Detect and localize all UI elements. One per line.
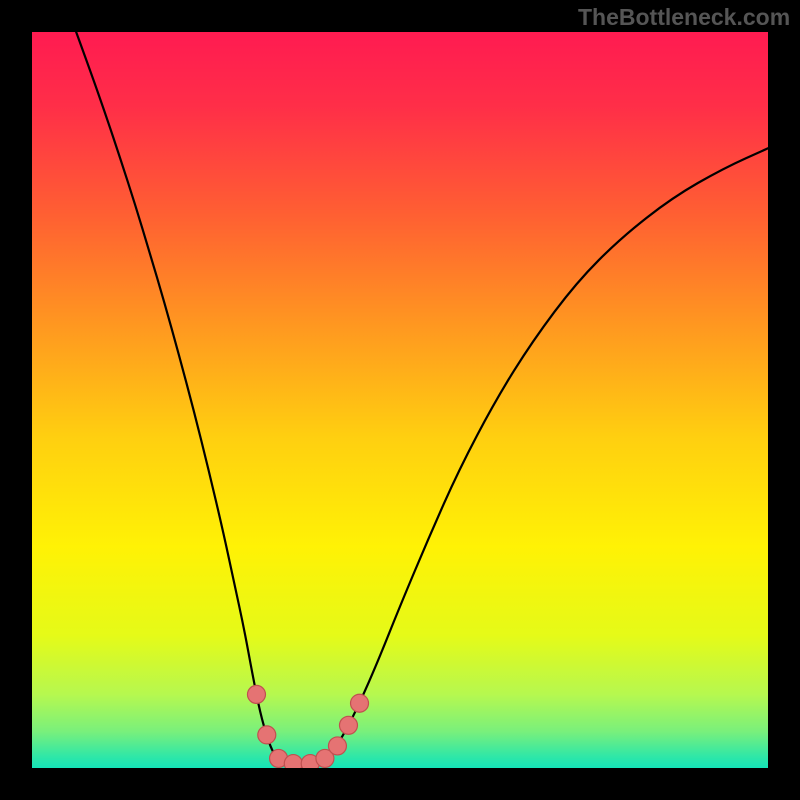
marker-point: [258, 726, 276, 744]
watermark-text: TheBottleneck.com: [578, 4, 790, 31]
marker-point: [351, 694, 369, 712]
marker-point: [247, 685, 265, 703]
marker-point: [339, 716, 357, 734]
gradient-background: [32, 32, 768, 768]
marker-point: [328, 737, 346, 755]
chart-frame: [0, 0, 800, 800]
plot-svg: [0, 0, 800, 800]
